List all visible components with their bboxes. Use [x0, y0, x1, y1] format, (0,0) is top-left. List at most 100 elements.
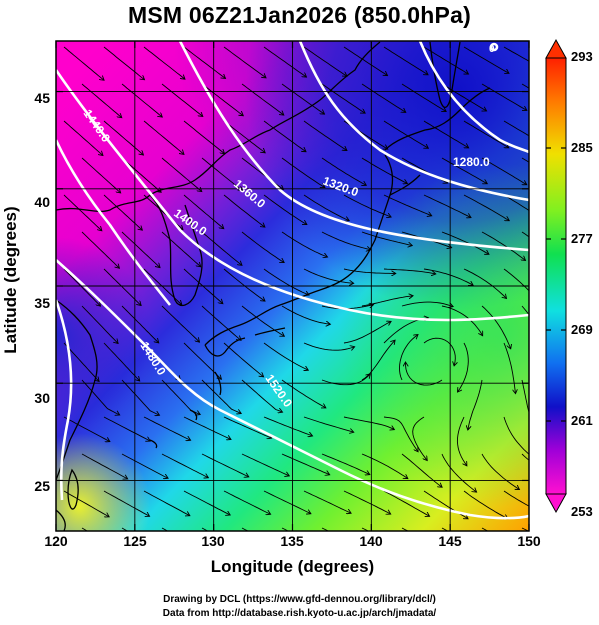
streamline — [481, 453, 519, 489]
streamline — [441, 453, 476, 492]
streamline — [183, 194, 223, 228]
colorbar-top-triangle — [545, 38, 567, 59]
streamline — [468, 379, 483, 429]
x-tick-label: 125 — [123, 533, 147, 549]
streamline — [121, 231, 159, 267]
streamline — [223, 268, 264, 301]
colorbar-label: 277 — [571, 231, 593, 246]
streamline — [263, 490, 310, 513]
streamline — [161, 231, 200, 266]
streamline — [423, 46, 468, 74]
streamline — [458, 342, 469, 391]
chart-title: MSM 06Z21Jan2026 (850.0hPa) — [128, 2, 471, 28]
streamline — [503, 416, 529, 458]
streamline — [303, 194, 348, 220]
streamline — [63, 490, 108, 516]
colorbar-label: 261 — [571, 413, 593, 428]
streamline — [343, 46, 387, 75]
streamline — [303, 120, 346, 150]
streamline — [121, 379, 159, 415]
streamline — [63, 416, 109, 441]
streamline — [503, 490, 529, 507]
streamline — [241, 83, 283, 115]
streamline — [401, 83, 445, 111]
colorbar-label: 253 — [571, 504, 593, 519]
streamline — [103, 120, 143, 154]
streamline — [81, 231, 119, 268]
streamline — [423, 268, 472, 285]
streamline — [263, 268, 308, 295]
streamline — [241, 379, 282, 412]
streamline — [201, 453, 248, 477]
streamline — [383, 120, 428, 148]
streamline — [263, 46, 306, 77]
streamline — [103, 194, 142, 230]
colorbar-scale — [545, 57, 567, 495]
streamline — [321, 157, 366, 185]
streamline — [143, 268, 181, 304]
streamline — [383, 416, 418, 451]
streamline — [81, 83, 121, 117]
streamline — [481, 305, 510, 348]
streamline — [303, 416, 353, 432]
streamline — [183, 490, 229, 515]
streamline — [401, 453, 441, 487]
streamline — [383, 194, 431, 215]
lat-lon-grid — [56, 41, 529, 531]
streamline — [281, 379, 325, 408]
streamline — [81, 453, 127, 479]
streamline — [241, 305, 284, 336]
streamline — [383, 46, 427, 74]
x-tick-label: 130 — [201, 533, 225, 549]
y-tick-label: 45 — [34, 90, 50, 106]
streamline — [223, 46, 265, 77]
streamline — [503, 194, 529, 211]
streamline — [423, 120, 468, 147]
y-axis-label: Latitude (degrees) — [1, 206, 20, 354]
streamline — [63, 268, 100, 306]
streamline — [343, 194, 390, 217]
x-axis-label: Longitude (degrees) — [210, 557, 375, 576]
streamline — [143, 490, 189, 515]
streamline — [201, 379, 240, 413]
streamline — [201, 231, 241, 265]
streamline — [463, 120, 508, 147]
streamline — [456, 416, 466, 465]
streamline — [441, 157, 487, 183]
streamline — [161, 305, 199, 342]
streamline — [263, 342, 308, 370]
streamline — [263, 120, 305, 151]
streamline — [201, 305, 240, 340]
streamline — [383, 490, 429, 516]
streamline — [143, 416, 190, 440]
streamline — [241, 453, 289, 476]
streamline — [481, 83, 526, 110]
streamline — [121, 453, 167, 478]
streamline — [343, 490, 390, 514]
streamline — [361, 296, 412, 307]
streamline — [361, 231, 411, 245]
credit-data-source: Data from http://database.rish.kyoto-u.a… — [162, 608, 437, 619]
streamline — [183, 342, 221, 379]
streamline — [281, 305, 330, 324]
streamline — [361, 83, 405, 112]
x-tick-label: 140 — [359, 533, 383, 549]
streamline — [303, 490, 350, 513]
streamline — [103, 46, 144, 79]
streamline — [463, 194, 509, 220]
streamline — [463, 490, 507, 518]
colorbar-label: 293 — [571, 49, 593, 64]
streamline — [361, 157, 407, 183]
streamline — [503, 46, 529, 62]
streamline — [281, 231, 327, 257]
y-tick-label: 25 — [34, 478, 50, 494]
streamline — [263, 194, 306, 224]
streamline — [161, 83, 202, 116]
streamline — [399, 335, 418, 381]
streamline — [481, 231, 525, 260]
y-tick-label: 35 — [34, 295, 50, 311]
streamline — [121, 305, 158, 342]
streamline — [121, 157, 161, 192]
streamline — [281, 83, 324, 114]
